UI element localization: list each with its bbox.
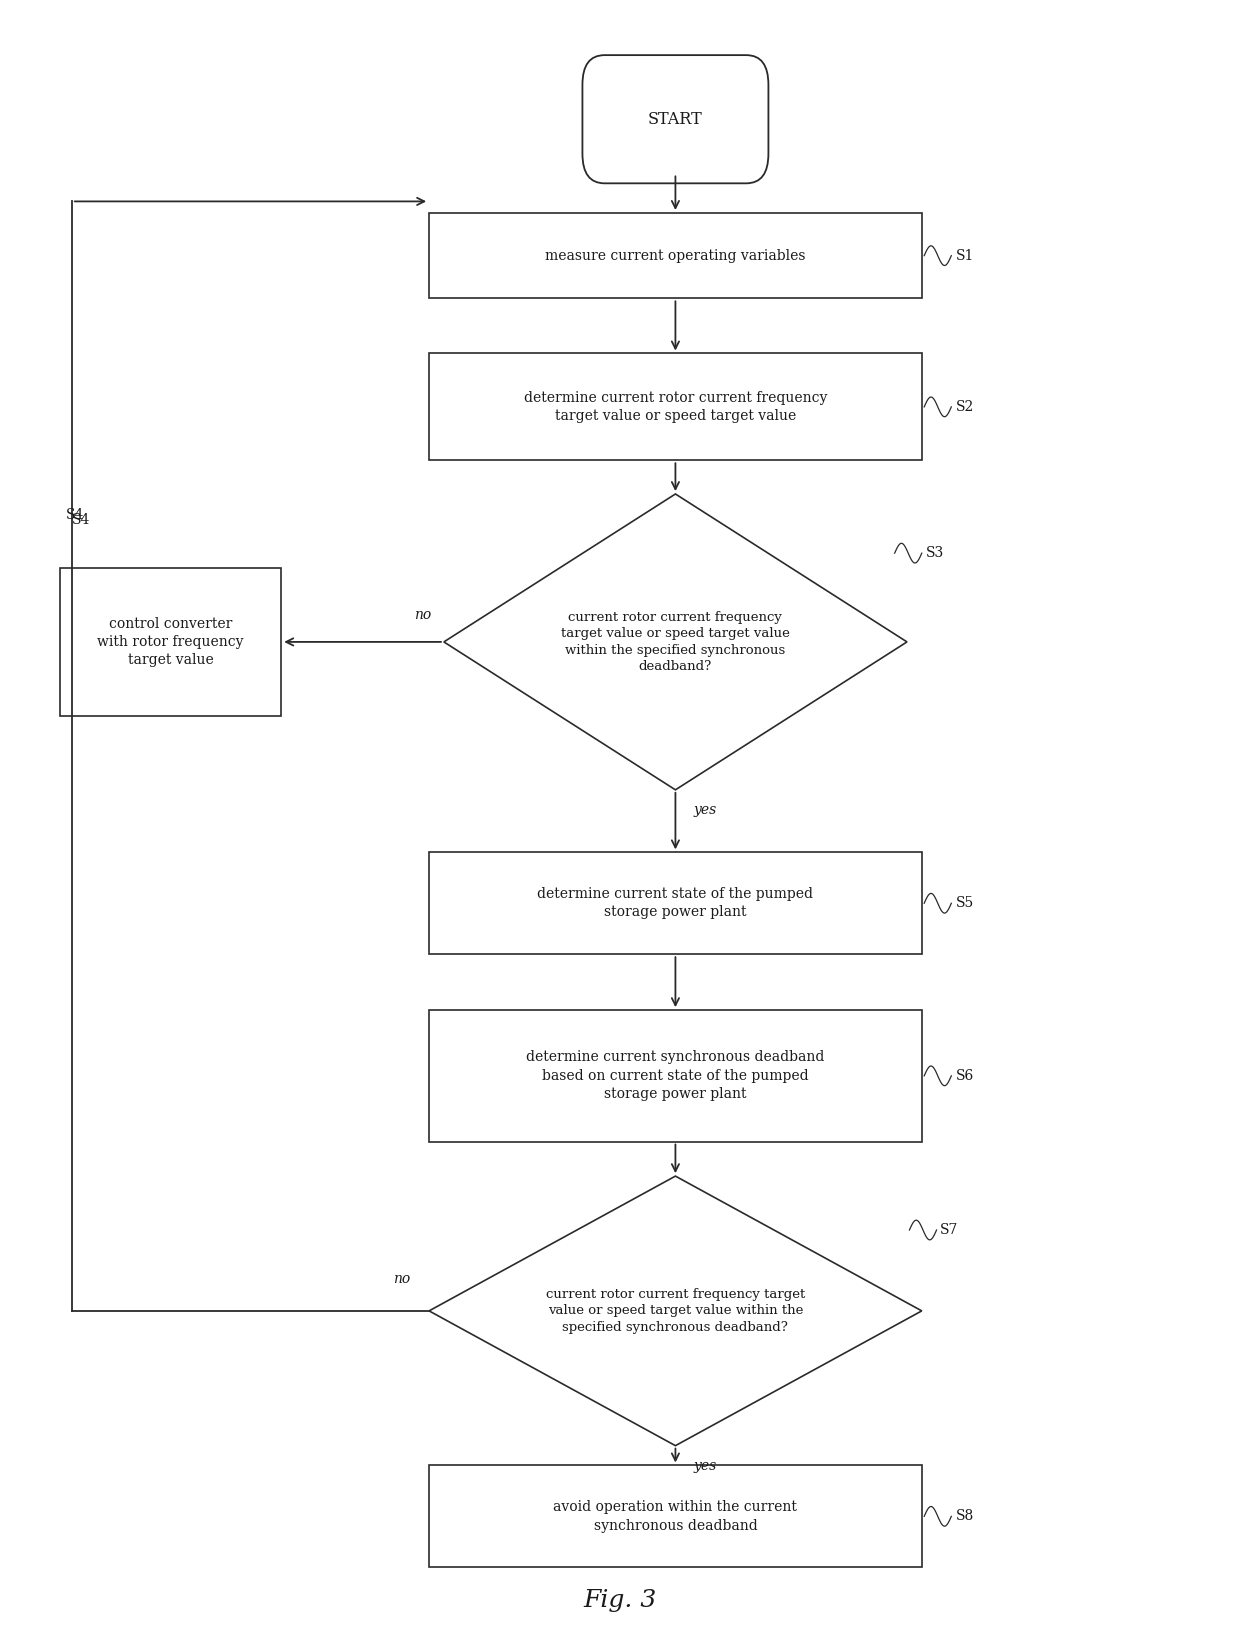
Text: no: no <box>414 608 432 623</box>
Text: S6: S6 <box>956 1069 975 1082</box>
Polygon shape <box>429 1176 921 1446</box>
Text: S8: S8 <box>956 1510 975 1523</box>
FancyBboxPatch shape <box>60 568 281 715</box>
Text: current rotor current frequency
target value or speed target value
within the sp: current rotor current frequency target v… <box>560 611 790 672</box>
Text: avoid operation within the current
synchronous deadband: avoid operation within the current synch… <box>553 1500 797 1533</box>
Text: S4: S4 <box>66 507 84 522</box>
FancyBboxPatch shape <box>429 213 921 299</box>
Polygon shape <box>444 494 906 790</box>
Text: control converter
with rotor frequency
target value: control converter with rotor frequency t… <box>97 616 244 667</box>
Text: S3: S3 <box>925 547 944 560</box>
Text: S7: S7 <box>940 1222 959 1237</box>
Text: determine current synchronous deadband
based on current state of the pumped
stor: determine current synchronous deadband b… <box>526 1051 825 1102</box>
Text: Fig. 3: Fig. 3 <box>583 1589 657 1612</box>
Text: determine current rotor current frequency
target value or speed target value: determine current rotor current frequenc… <box>523 390 827 423</box>
Text: determine current state of the pumped
storage power plant: determine current state of the pumped st… <box>537 887 813 920</box>
FancyBboxPatch shape <box>429 1465 921 1568</box>
FancyBboxPatch shape <box>429 1009 921 1142</box>
Text: yes: yes <box>694 803 717 818</box>
Text: S1: S1 <box>956 249 975 263</box>
Text: no: no <box>393 1272 410 1287</box>
Text: S2: S2 <box>956 400 975 415</box>
Text: yes: yes <box>694 1459 717 1474</box>
Text: S4: S4 <box>72 512 91 527</box>
Text: measure current operating variables: measure current operating variables <box>546 249 806 263</box>
FancyBboxPatch shape <box>429 852 921 955</box>
FancyBboxPatch shape <box>429 354 921 461</box>
Text: START: START <box>649 111 703 127</box>
Text: current rotor current frequency target
value or speed target value within the
sp: current rotor current frequency target v… <box>546 1289 805 1333</box>
FancyBboxPatch shape <box>583 55 769 183</box>
Text: S5: S5 <box>956 897 975 910</box>
